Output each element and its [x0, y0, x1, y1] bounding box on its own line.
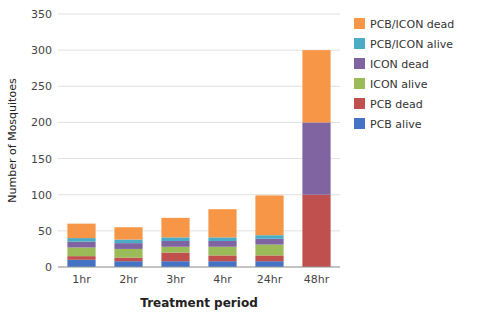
y-tick-label: 300: [31, 44, 52, 57]
bar-segment: [114, 258, 142, 262]
x-tick-label: 3hr: [166, 273, 185, 286]
bar-segment: [255, 195, 283, 235]
bar-segment: [114, 249, 142, 258]
legend-swatch: [354, 98, 365, 109]
bar-segment: [208, 247, 236, 256]
bar-segment: [67, 224, 95, 238]
bar-segment: [302, 122, 330, 194]
grid-line: [58, 14, 340, 15]
x-tick-label: 4hr: [213, 273, 232, 286]
grid-line: [58, 230, 340, 231]
bar-segment: [208, 209, 236, 237]
bar-segment: [114, 261, 142, 267]
grid-line: [58, 50, 340, 51]
legend: PCB/ICON dead PCB/ICON alive ICON dead ICON…: [354, 18, 454, 131]
grid-line: [58, 158, 340, 159]
bar-segment: [67, 238, 95, 242]
grid-line: [58, 122, 340, 123]
bar-segment: [161, 253, 189, 262]
legend-label: PCB/ICON dead: [370, 18, 454, 31]
bar-segment: [255, 239, 283, 245]
y-axis-label: Number of Mosquitoes: [6, 78, 19, 203]
bar-segment: [161, 247, 189, 253]
y-tick-label: 0: [45, 261, 52, 274]
bar-segment: [208, 241, 236, 247]
bar-segment: [114, 240, 142, 244]
bar-segment: [114, 243, 142, 249]
bar-segment: [302, 195, 330, 267]
x-tick-label: 2hr: [119, 273, 138, 286]
bar-segment: [255, 245, 283, 256]
bar-segment: [67, 260, 95, 267]
y-tick-label: 50: [38, 225, 52, 238]
legend-swatch: [354, 58, 365, 69]
y-tick-label: 200: [31, 116, 52, 129]
bar-segment: [255, 261, 283, 267]
grid-line: [58, 267, 340, 268]
x-tick-label: 1hr: [72, 273, 91, 286]
bar-segment: [302, 50, 330, 122]
legend-swatch: [354, 118, 365, 129]
x-axis-label: Treatment period: [140, 296, 257, 310]
x-tick-label: 48hr: [304, 273, 330, 286]
bar-segment: [161, 237, 189, 241]
y-tick-label: 100: [31, 189, 52, 202]
x-tick-label: 24hr: [257, 273, 283, 286]
grid-line: [58, 86, 340, 87]
bar-segment: [255, 235, 283, 239]
legend-label: PCB/ICON alive: [370, 38, 453, 51]
bar-segment: [161, 218, 189, 238]
legend-label: PCB dead: [370, 98, 423, 111]
bar-segment: [255, 255, 283, 261]
bar-segment: [161, 261, 189, 267]
legend-swatch: [354, 18, 365, 29]
bar-segment: [161, 241, 189, 247]
bar-segment: [208, 261, 236, 267]
bar-segment: [208, 255, 236, 261]
y-tick-label: 150: [31, 153, 52, 166]
x-axis-line: [58, 267, 340, 268]
legend-swatch: [354, 38, 365, 49]
legend-label: ICON dead: [370, 58, 429, 71]
bar-segment: [67, 247, 95, 256]
bar-segment: [114, 227, 142, 239]
bar-segment: [67, 242, 95, 248]
grid-line: [58, 194, 340, 195]
bars: [67, 50, 330, 267]
legend-label: PCB alive: [370, 118, 422, 131]
bar-segment: [208, 237, 236, 241]
legend-swatch: [354, 78, 365, 89]
y-tick-label: 350: [31, 8, 52, 21]
y-tick-label: 250: [31, 80, 52, 93]
bar-segment: [67, 256, 95, 260]
chart: 0 50 100 150 200 250 300 350 1hr 2hr 3hr 4hr 24hr 48h…: [0, 0, 480, 319]
legend-label: ICON alive: [370, 78, 428, 91]
